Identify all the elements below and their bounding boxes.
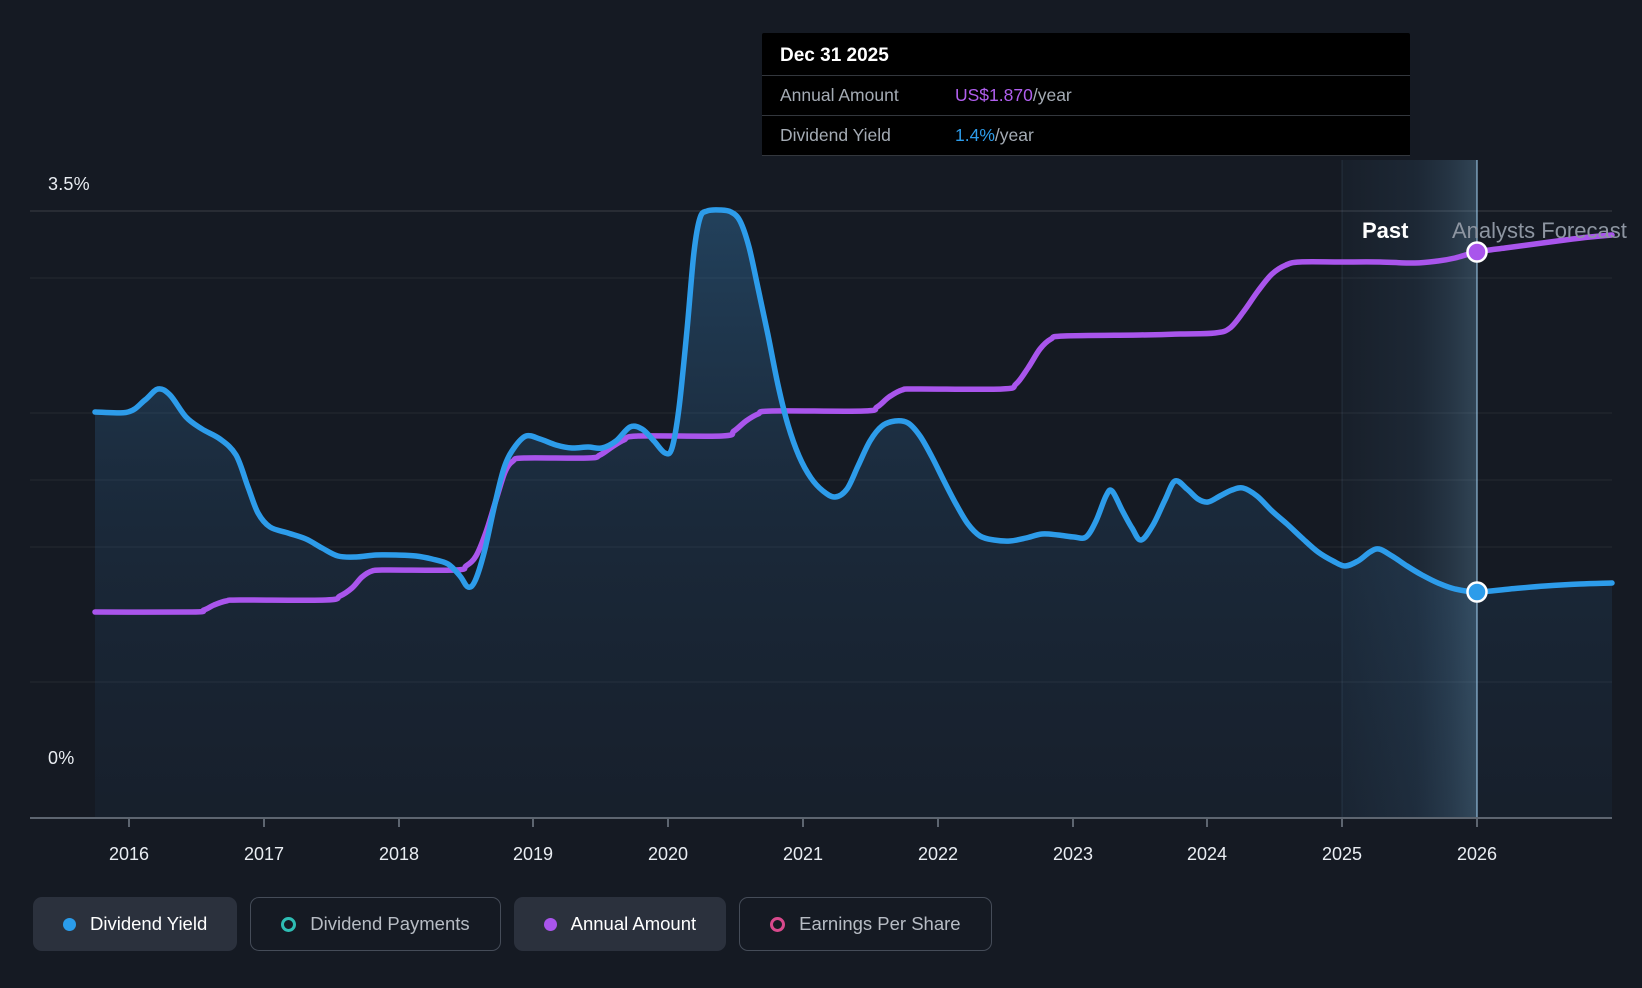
x-axis-label: 2026 — [1457, 844, 1497, 864]
y-axis-label-bottom: 0% — [48, 748, 75, 768]
legend-chip-dividend-yield[interactable]: Dividend Yield — [33, 897, 238, 951]
hover-tooltip: Dec 31 2025 Annual Amount US$1.870 /year… — [762, 33, 1410, 156]
x-axis-label: 2025 — [1322, 844, 1362, 864]
legend-chip-earnings-per-share[interactable]: Earnings Per Share — [739, 897, 992, 951]
tooltip-label-dividend-yield: Dividend Yield — [780, 125, 891, 145]
chart-legend: Dividend Yield Dividend Payments Annual … — [33, 897, 992, 951]
x-axis-label: 2017 — [244, 844, 284, 864]
tooltip-date: Dec 31 2025 — [780, 45, 889, 66]
x-axis-label: 2023 — [1053, 844, 1093, 864]
x-axis-label: 2021 — [783, 844, 823, 864]
tooltip-row-annual-amount: Annual Amount US$1.870 /year — [762, 75, 1410, 115]
dividend-payments-ring-icon — [281, 916, 297, 932]
dividend-yield-dot-icon — [63, 917, 76, 931]
tooltip-suffix-dividend-yield: /year — [994, 125, 1034, 145]
legend-label: Earnings Per Share — [799, 913, 961, 934]
x-axis-label: 2024 — [1187, 844, 1227, 864]
tooltip-suffix-annual-amount: /year — [1032, 85, 1072, 105]
tooltip-value-annual-amount: US$1.870 — [955, 85, 1033, 105]
earnings-per-share-ring-icon — [770, 916, 786, 932]
past-region-label: Past — [1362, 218, 1409, 243]
legend-label: Annual Amount — [570, 913, 697, 934]
analysts-forecast-region-label: Analysts Forecast — [1452, 218, 1627, 243]
annual-amount-marker — [1466, 241, 1488, 263]
hover-highlight-band — [1342, 160, 1477, 818]
x-axis-label: 2016 — [109, 844, 149, 864]
x-axis-label: 2019 — [513, 844, 553, 864]
legend-chip-dividend-payments[interactable]: Dividend Payments — [250, 897, 501, 951]
y-axis-label-top: 3.5% — [48, 174, 90, 194]
dividend-yield-area — [95, 209, 1612, 819]
annual-amount-dot-icon — [543, 917, 557, 931]
x-axis-label: 2020 — [648, 844, 688, 864]
tooltip-value-dividend-yield: 1.4% — [955, 125, 995, 145]
tooltip-row-dividend-yield: Dividend Yield 1.4% /year — [762, 115, 1410, 156]
legend-label: Dividend Yield — [90, 913, 208, 934]
x-axis-label: 2018 — [379, 844, 419, 864]
annual-amount-line — [92, 232, 1615, 615]
legend-label: Dividend Payments — [310, 913, 470, 934]
tooltip-label-annual-amount: Annual Amount — [780, 85, 899, 105]
legend-chip-annual-amount[interactable]: Annual Amount — [513, 897, 727, 951]
x-axis-label: 2022 — [918, 844, 958, 864]
x-axis-ticks: 2016 2017 2018 2019 2020 2021 2022 2023 2024 2025… — [109, 818, 1497, 864]
dividend-yield-line — [92, 207, 1615, 595]
dividend-yield-marker — [1466, 581, 1488, 603]
